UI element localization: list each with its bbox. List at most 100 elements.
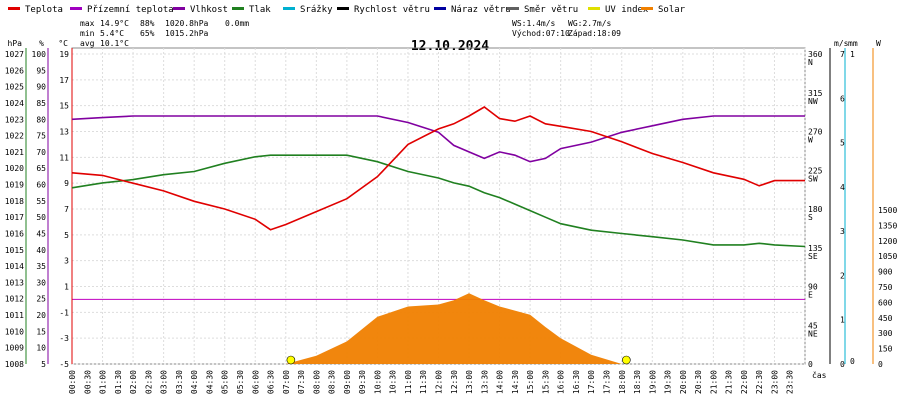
- series-temperature: [71, 106, 805, 231]
- x-tick-label: 15:00: [526, 370, 535, 394]
- axis-hpa-tick: 1011: [5, 311, 24, 320]
- axis-pct-tick: 30: [36, 278, 46, 287]
- axis-hpa-tick: 1015: [5, 246, 24, 255]
- axis-pct-tick: 25: [36, 295, 46, 304]
- axis-hpa-tick: 1019: [5, 181, 24, 190]
- axis-hpa-tick: 1022: [5, 132, 24, 141]
- legend-label: Tlak: [249, 5, 271, 15]
- axis-pct-tick: 35: [36, 262, 46, 271]
- axis-w-tick: 1350: [878, 221, 897, 230]
- axis-dir-tick: 315: [808, 89, 823, 98]
- axis-temp-title: °C: [58, 39, 68, 48]
- axis-pct-tick: 80: [36, 115, 46, 124]
- x-tick-label: 10:30: [389, 370, 398, 394]
- x-tick-label: 09:00: [343, 370, 352, 394]
- axis-ms-tick: 5: [840, 139, 845, 148]
- legend-label: Směr větru: [524, 5, 578, 15]
- x-tick-label: 06:00: [251, 370, 260, 394]
- axis-dir-tick: 45: [808, 321, 818, 330]
- axis-temp-tick: 13: [59, 128, 69, 137]
- axis-pct-tick: 65: [36, 164, 46, 173]
- stat-min-temp: 5.4°C: [100, 29, 124, 38]
- legend-label: UV index: [605, 5, 649, 15]
- axis-dir-tick: 0: [808, 360, 813, 369]
- legend-swatch: [434, 7, 446, 10]
- x-tick-label: 20:30: [694, 370, 703, 394]
- axis-dir-tick: 270: [808, 128, 823, 137]
- axis-temp-tick: 7: [64, 205, 69, 214]
- x-tick-label: 09:30: [358, 370, 367, 394]
- axis-ms-title: m/s: [834, 39, 849, 48]
- x-tick-label: 11:00: [404, 370, 413, 394]
- axis-temp-tick: -5: [59, 360, 69, 369]
- legend-label: Srážky: [300, 5, 333, 15]
- axis-hpa-title: hPa: [8, 39, 23, 48]
- axis-dir-name: E: [808, 291, 813, 300]
- axis-temp-tick: -1: [59, 308, 69, 317]
- axis-temp-tick: 11: [59, 153, 69, 162]
- axes: hPa% °C m/s mm W1027102610251024102310221021…: [5, 39, 898, 369]
- x-tick-label: 21:00: [709, 370, 718, 394]
- x-axis-title: čas: [812, 370, 827, 380]
- axis-hpa-tick: 1023: [5, 115, 24, 124]
- axis-pct-tick: 40: [36, 246, 46, 255]
- series-solar: [72, 293, 805, 364]
- axis-pct-tick: 75: [36, 132, 46, 141]
- stat-max-label: max: [80, 19, 95, 28]
- x-tick-label: 23:00: [770, 370, 779, 394]
- series-pressure: [71, 154, 806, 248]
- x-tick-label: 22:00: [740, 370, 749, 394]
- x-tick-label: 07:00: [282, 370, 291, 394]
- x-tick-label: 03:00: [160, 370, 169, 394]
- stat-min-press: 1015.2hPa: [165, 29, 209, 38]
- x-tick-label: 04:00: [190, 370, 199, 394]
- axis-w-tick: 1500: [878, 206, 897, 215]
- x-tick-label: 16:00: [557, 370, 566, 394]
- axis-hpa-tick: 1026: [5, 66, 24, 75]
- stat-sunrise: Východ:07:10: [512, 29, 570, 38]
- axis-hpa-tick: 1009: [5, 344, 24, 353]
- x-tick-label: 21:30: [725, 370, 734, 394]
- axis-hpa-tick: 1010: [5, 327, 24, 336]
- stat-max-rain: 0.0mm: [225, 19, 249, 28]
- axis-ms-tick: 7: [840, 50, 845, 59]
- legend-swatch: [283, 7, 295, 10]
- x-tick-label: 07:30: [297, 370, 306, 394]
- grid: [71, 48, 806, 365]
- axis-hpa-tick: 1021: [5, 148, 24, 157]
- stat-avg-temp: 10.1°C: [100, 39, 129, 48]
- axis-pct-tick: 5: [41, 360, 46, 369]
- x-tick-label: 03:30: [175, 370, 184, 394]
- axis-pct-tick: 100: [32, 50, 47, 59]
- x-tick-label: 05:00: [221, 370, 230, 394]
- axis-hpa-tick: 1012: [5, 295, 24, 304]
- legend-swatch: [70, 7, 82, 10]
- axis-mm-title: mm: [848, 39, 858, 48]
- legend-label: Rychlost větru: [354, 5, 430, 15]
- sunset-marker: [622, 355, 631, 365]
- axis-pct-tick: 90: [36, 83, 46, 92]
- axis-hpa-tick: 1020: [5, 164, 24, 173]
- axis-temp-tick: 9: [64, 179, 69, 188]
- data-marks: [71, 106, 806, 365]
- axis-pct-title: %: [39, 39, 44, 48]
- axis-w-tick: 1050: [878, 252, 897, 261]
- x-tick-label: 05:30: [236, 370, 245, 394]
- axis-dir-tick: 135: [808, 244, 823, 253]
- x-tick-label: 00:00: [68, 370, 77, 394]
- axis-pct-tick: 50: [36, 213, 46, 222]
- axis-hpa-tick: 1025: [5, 83, 24, 92]
- axis-temp-tick: 1: [64, 283, 69, 292]
- sunrise-marker: [286, 355, 296, 365]
- stat-max-hum: 88%: [140, 19, 155, 28]
- x-tick-label: 18:00: [618, 370, 627, 394]
- axis-dir-name: NE: [808, 329, 818, 338]
- axis-dir-name: SW: [808, 174, 818, 183]
- axis-dir-name: N: [808, 58, 813, 67]
- axis-dir-name: S: [808, 213, 813, 222]
- axis-dir-tick: 90: [808, 283, 818, 292]
- axis-dir-tick: 180: [808, 205, 823, 214]
- axis-pct-tick: 55: [36, 197, 46, 206]
- x-tick-label: 16:30: [572, 370, 581, 394]
